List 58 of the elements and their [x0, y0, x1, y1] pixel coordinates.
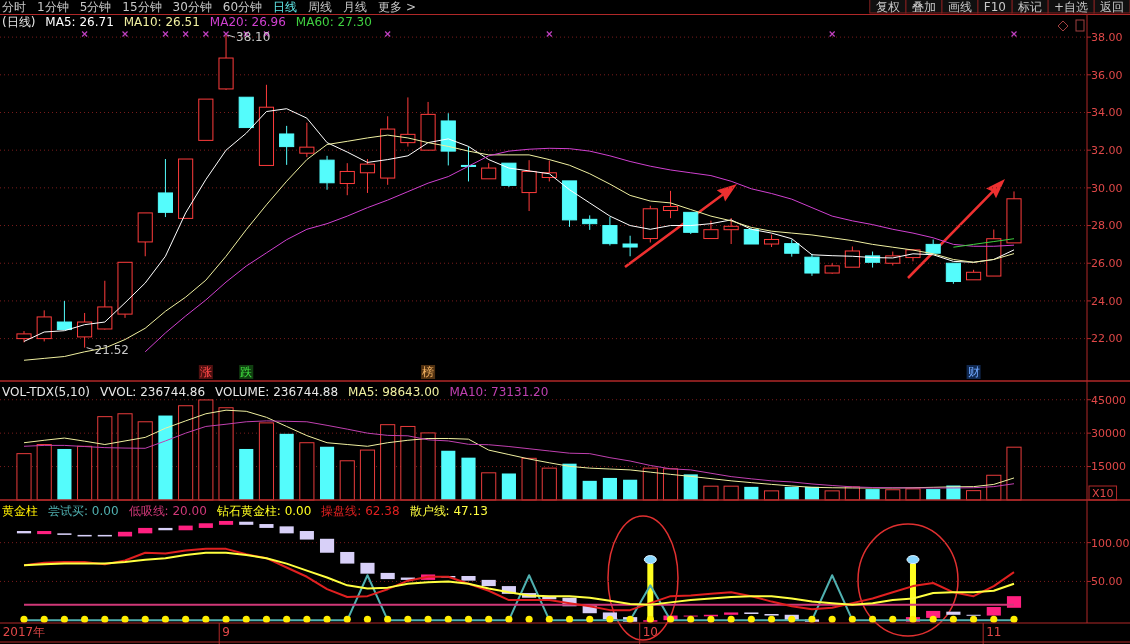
text: MA20: 26.96 [209, 15, 286, 29]
y-tick-label: 38.00 [1091, 30, 1123, 44]
text: 5分钟 [79, 0, 112, 14]
annotation: 财 [967, 365, 980, 379]
x-tick-label: 10 [642, 625, 658, 639]
text: 复权 [875, 0, 900, 14]
text: 1分钟 [37, 0, 69, 14]
text: 分时 [2, 0, 26, 14]
text: 30分钟 [172, 0, 212, 14]
y-tick-label: 45000 [1091, 393, 1126, 407]
text: MA5: 26.71 [45, 15, 114, 29]
y-tick-label: 100.00 [1091, 536, 1130, 550]
chart-title: VOL-TDX(5,10) [2, 385, 91, 399]
annotation: 榜 [422, 365, 435, 379]
text: 钻石黄金柱: 0.00 [215, 504, 312, 518]
text: 60分钟 [222, 0, 263, 14]
text: 更多 > [378, 0, 416, 14]
text: 月线 [343, 0, 368, 14]
y-tick-label: 26.00 [1091, 257, 1123, 271]
text: MA10: 26.51 [123, 15, 200, 29]
x-tick-label: 11 [986, 625, 1002, 639]
text: 返回 [1100, 0, 1124, 14]
text: 日线 [273, 0, 298, 14]
annotation: 跌 [240, 365, 253, 379]
chart-title: (日线) [2, 15, 36, 29]
text: MA5: 98643.00 [348, 385, 440, 399]
y-tick-label: 32.00 [1091, 144, 1123, 158]
y-tick-label: 28.00 [1091, 219, 1123, 233]
annotation: 涨 [199, 365, 212, 379]
text: 15分钟 [122, 0, 162, 14]
x-tick-label: 2017年 [2, 625, 46, 639]
text: +自选 [1053, 0, 1088, 14]
text: 标记 [1016, 0, 1042, 14]
y-tick-label: 15000 [1091, 460, 1126, 474]
text: 散户线: 47.13 [409, 504, 488, 518]
y-tick-label: 36.00 [1091, 68, 1123, 82]
text: MA60: 27.30 [295, 15, 372, 29]
text: MA10: 73131.20 [449, 385, 549, 399]
y-tick-label: 50.00 [1091, 575, 1123, 589]
y-tick-label: 22.00 [1091, 332, 1123, 346]
text: 低吸线: 20.00 [128, 504, 207, 518]
text: 操盘线: 62.38 [321, 504, 400, 518]
annotation: 38.10 [236, 30, 271, 45]
series-label: VOLUME: 236744.88 [215, 385, 339, 399]
y-tick-label: 34.00 [1091, 106, 1123, 120]
text: 叠加 [911, 0, 936, 14]
y-tick-label: 30.00 [1091, 181, 1123, 195]
text: 画线 [947, 0, 972, 14]
text: X10 [1092, 487, 1114, 500]
y-tick-label: 24.00 [1091, 294, 1123, 308]
text: 黄金柱 [2, 504, 38, 518]
text: 尝试买: 0.00 [48, 504, 119, 518]
annotation: VVOL: 236744.86 [100, 385, 206, 399]
text: 周线 [308, 0, 333, 14]
y-tick-label: 30000 [1091, 427, 1126, 440]
text: F10 [983, 0, 1006, 14]
annotation: 21.52 [94, 342, 129, 357]
x-tick-label: 9 [222, 625, 230, 639]
